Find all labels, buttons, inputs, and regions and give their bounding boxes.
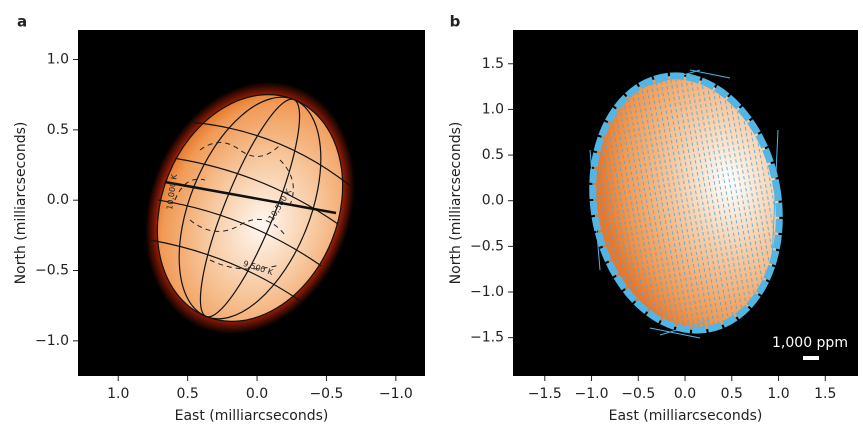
x-tick-label: 0.0 xyxy=(246,386,268,402)
y-tick-label: 0.5 xyxy=(47,122,69,138)
x-tick-label: 0.0 xyxy=(674,386,696,402)
y-tick-label: 1.0 xyxy=(47,52,69,68)
x-tick-label: 0.5 xyxy=(177,386,199,402)
scale-bar xyxy=(803,356,819,360)
y-tick-label: 0.5 xyxy=(482,147,504,163)
panel-b: b −1.5 −1.0 −0.5 0.0 0.5 1.0 1.5 −1.5 −1.0 −0.5 0.0… xyxy=(448,13,858,425)
y-tick-label: −0.5 xyxy=(35,263,69,279)
y-tick-label: 1.5 xyxy=(482,56,504,72)
y-tick-label: 0.0 xyxy=(47,192,69,208)
x-axis-label: East (milliarcseconds) xyxy=(175,408,329,424)
x-tick-label: 1.0 xyxy=(107,386,129,402)
y-tick-label: −0.5 xyxy=(470,238,504,254)
x-axis-label: East (milliarcseconds) xyxy=(609,408,763,424)
x-tick-label: 1.5 xyxy=(814,386,836,402)
x-tick-label: −0.5 xyxy=(621,386,655,402)
y-tick-label: −1.0 xyxy=(35,333,69,349)
y-tick-label: 1.0 xyxy=(482,101,504,117)
x-tick-label: −1.0 xyxy=(575,386,609,402)
panel-a: a 1.0 0.5 0.0 −0.5 −1.0 −1.0 −0.5 0.0 0.5 1.0 East … xyxy=(13,13,425,425)
y-tick-label: −1.0 xyxy=(470,284,504,300)
panel-label: a xyxy=(17,13,27,31)
figure: a1.00.50.0−0.5−1.0−1.0−0.50.00.51.0East … xyxy=(0,0,863,427)
y-axis-label: North (milliarcseconds) xyxy=(13,122,29,285)
x-tick-label: −0.5 xyxy=(309,386,343,402)
y-axis-label: North (milliarcseconds) xyxy=(448,122,464,285)
annotation: 1,000 ppm xyxy=(772,335,848,351)
panel-label: b xyxy=(450,13,461,31)
y-tick-label: −1.5 xyxy=(470,330,504,346)
x-tick-label: −1.5 xyxy=(528,386,562,402)
x-tick-label: 0.5 xyxy=(721,386,743,402)
y-tick-label: 0.0 xyxy=(482,193,504,209)
x-tick-label: −1.0 xyxy=(379,386,413,402)
x-tick-label: 1.0 xyxy=(767,386,789,402)
